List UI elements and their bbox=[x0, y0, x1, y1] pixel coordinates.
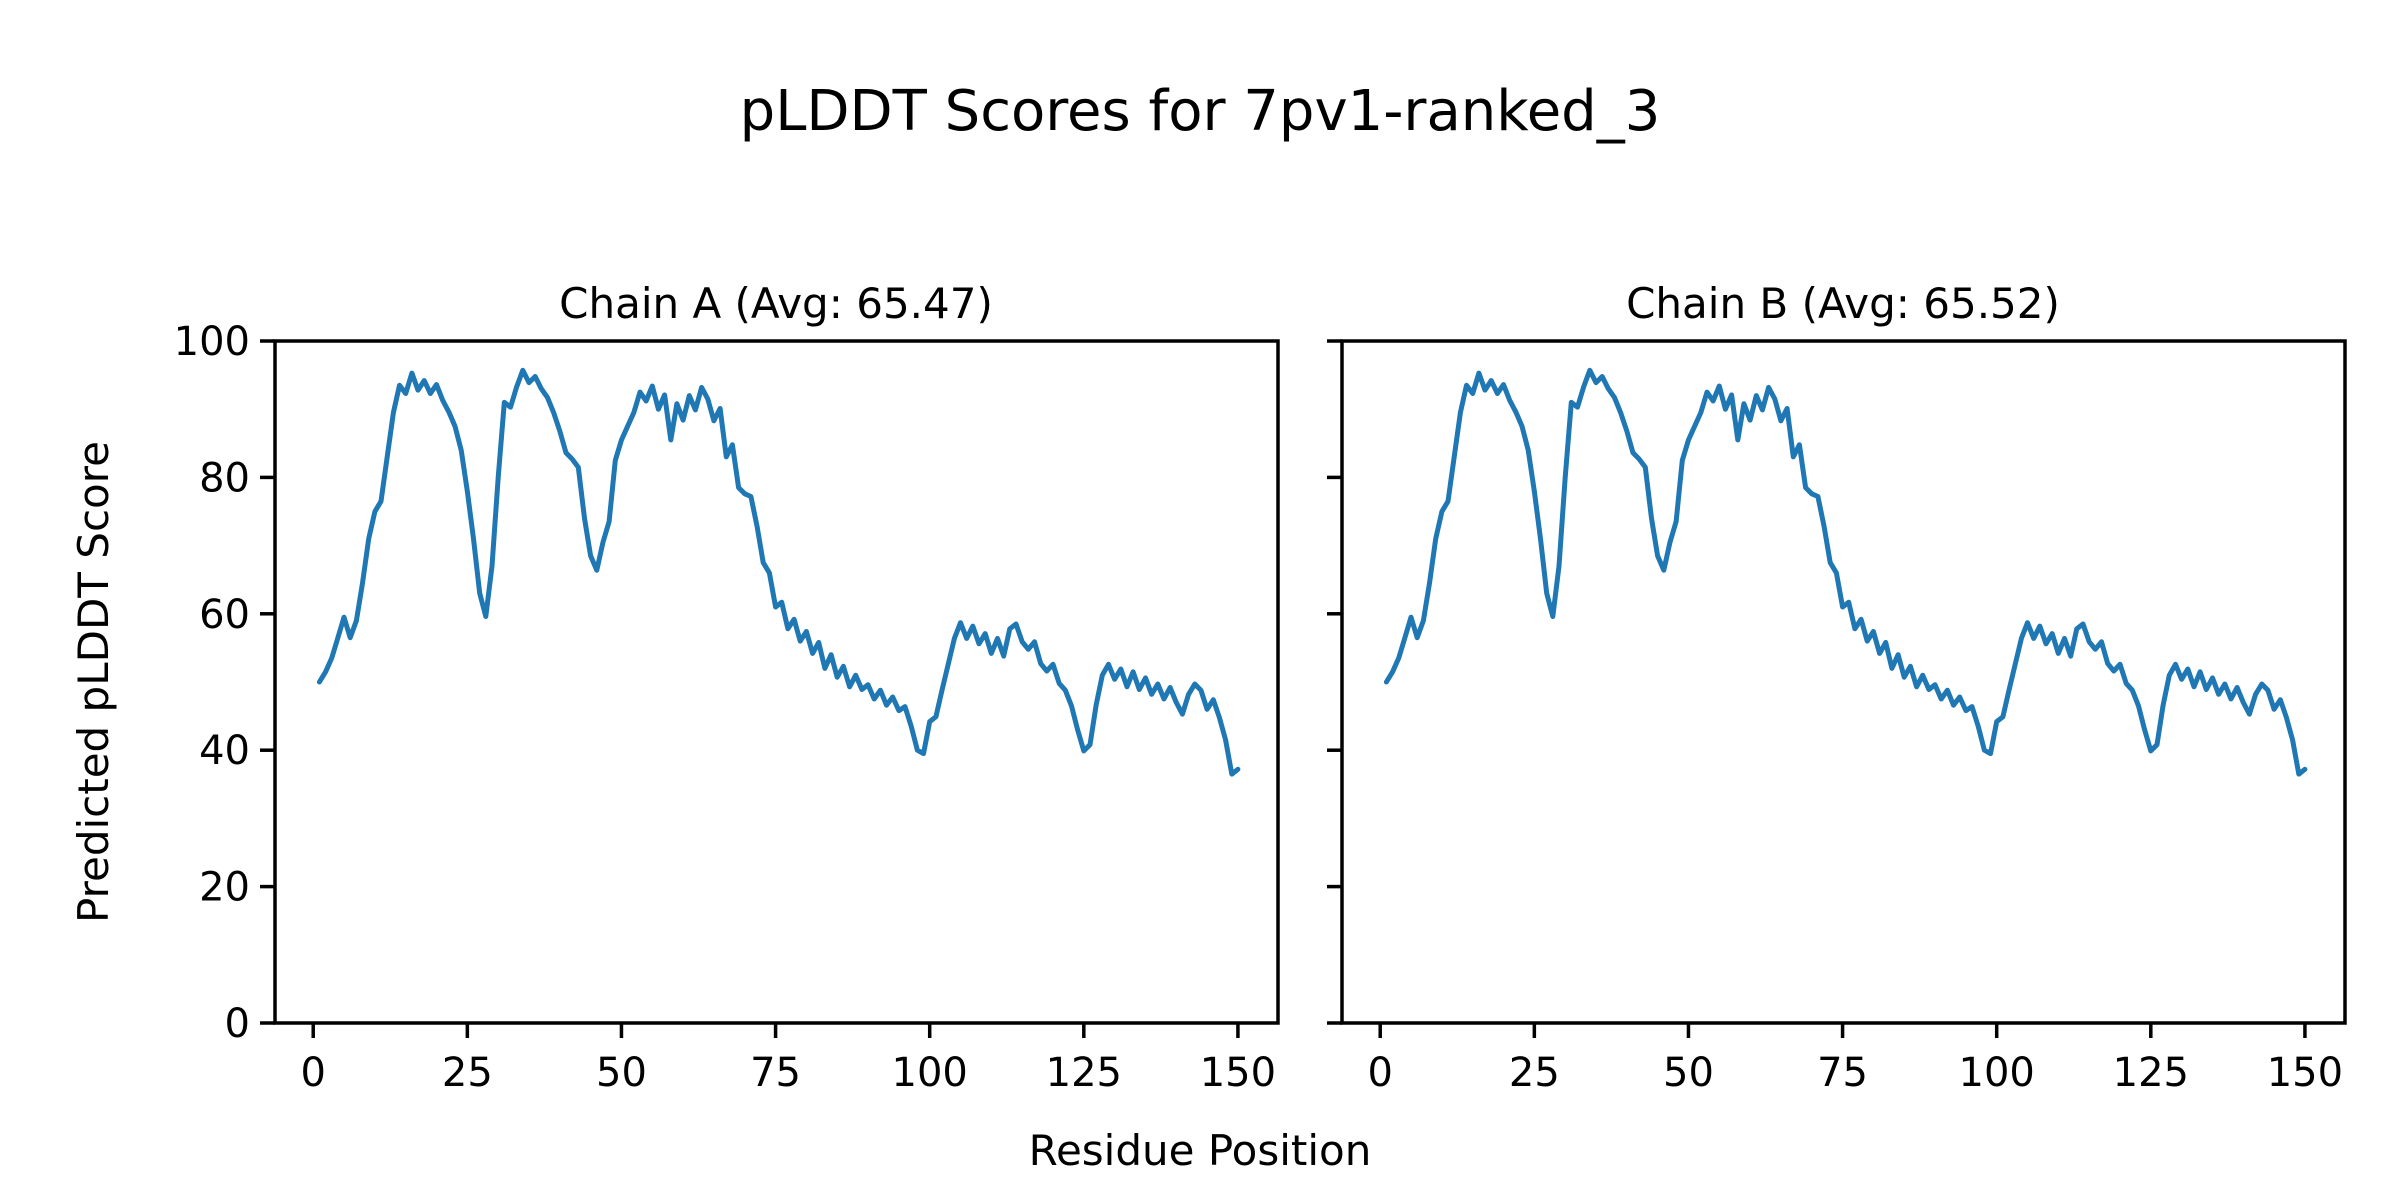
x-axis-tick-label: 25 bbox=[1509, 1050, 1560, 1096]
y-axis-tick-label: 0 bbox=[225, 1001, 250, 1047]
y-axis-tick-label: 60 bbox=[199, 592, 250, 638]
x-axis-tick-label: 125 bbox=[1046, 1050, 1122, 1096]
x-axis-tick-label: 0 bbox=[1367, 1050, 1392, 1096]
y-axis-label: Predicted pLDDT Score bbox=[69, 441, 118, 923]
y-axis-tick-label: 100 bbox=[174, 319, 250, 365]
x-axis-label: Residue Position bbox=[1029, 1126, 1372, 1175]
x-axis-tick-label: 100 bbox=[892, 1050, 968, 1096]
y-axis-tick-label: 40 bbox=[199, 728, 250, 774]
plddt-line-chain-a bbox=[316, 367, 1241, 777]
x-axis-tick-label: 150 bbox=[2267, 1050, 2343, 1096]
x-axis-tick-label: 50 bbox=[1663, 1050, 1714, 1096]
x-axis-tick-label: 150 bbox=[1200, 1050, 1276, 1096]
subplot-title-chain-a: Chain A (Avg: 65.47) bbox=[559, 279, 993, 328]
subplot-chain-a: 0 25 50 75 100 125 150 0 20 40 60 80 100 bbox=[174, 319, 1280, 1096]
subplot-title-chain-b: Chain B (Avg: 65.52) bbox=[1626, 279, 2060, 328]
x-axis-tick-label: 25 bbox=[442, 1050, 493, 1096]
x-axis-tick-label: 125 bbox=[2113, 1050, 2189, 1096]
subplot-chain-b: 0 25 50 75 100 125 150 bbox=[1327, 339, 2347, 1096]
y-axis-tick-label: 20 bbox=[199, 865, 250, 911]
x-axis-tick-label: 75 bbox=[1817, 1050, 1868, 1096]
figure-title: pLDDT Scores for 7pv1-ranked_3 bbox=[740, 79, 1661, 144]
x-axis-tick-label: 75 bbox=[750, 1050, 801, 1096]
x-axis-tick-label: 50 bbox=[596, 1050, 647, 1096]
x-axis-tick-label: 100 bbox=[1959, 1050, 2035, 1096]
y-axis-tick-label: 80 bbox=[199, 455, 250, 501]
x-axis-tick-label: 0 bbox=[300, 1050, 325, 1096]
plddt-line-chain-b bbox=[1383, 367, 2308, 777]
